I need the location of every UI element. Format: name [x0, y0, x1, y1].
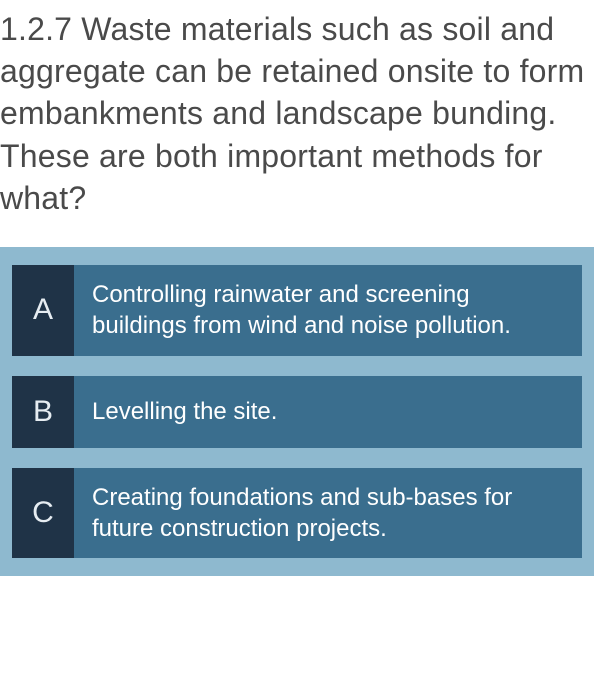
answer-text: Controlling rainwater and screening buil… — [74, 265, 582, 355]
answer-option-c[interactable]: C Creating foundations and sub-bases for… — [12, 468, 582, 558]
answers-container: A Controlling rainwater and screening bu… — [0, 247, 594, 576]
question-text: 1.2.7 Waste materials such as soil and a… — [0, 8, 588, 219]
answer-text: Levelling the site. — [74, 376, 582, 448]
answer-option-b[interactable]: B Levelling the site. — [12, 376, 582, 448]
answer-letter: C — [12, 468, 74, 558]
answer-option-a[interactable]: A Controlling rainwater and screening bu… — [12, 265, 582, 355]
question-area: 1.2.7 Waste materials such as soil and a… — [0, 0, 594, 247]
answer-letter: A — [12, 265, 74, 355]
answer-text: Creating foundations and sub-bases for f… — [74, 468, 582, 558]
answer-letter: B — [12, 376, 74, 448]
